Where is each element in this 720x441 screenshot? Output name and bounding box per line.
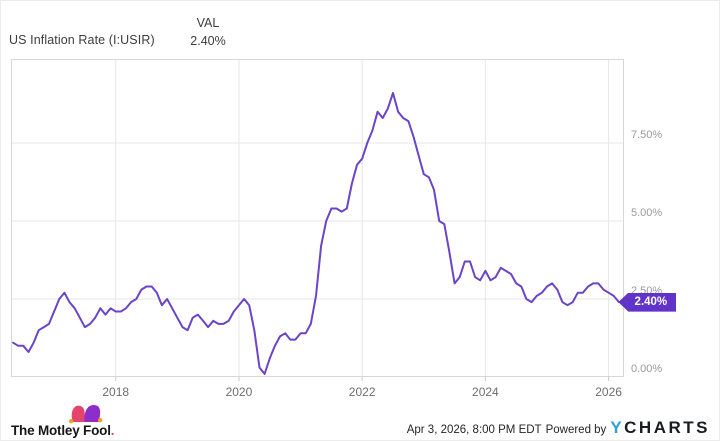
value-column-header: VAL xyxy=(196,16,220,30)
y-axis-label: 7.50% xyxy=(631,128,663,141)
plot-border xyxy=(11,59,624,377)
value-column: VAL 2.40% xyxy=(169,16,247,48)
x-axis-label: 2024 xyxy=(472,385,499,399)
timestamp: Apr 3, 2026, 8:00 PM EDT xyxy=(406,424,542,436)
inflation-series-line xyxy=(12,92,620,375)
ycharts-logo: YCHARTS xyxy=(610,418,710,437)
x-axis-label: 2026 xyxy=(595,385,622,399)
attribution: Apr 3, 2026, 8:00 PM EDT Powered by YCHA… xyxy=(407,418,710,438)
chart-title: US Inflation Rate (I:USIR) xyxy=(9,33,155,47)
powered-by-label: Powered by xyxy=(545,424,607,436)
motley-fool-logo: The Motley Fool. xyxy=(9,400,129,440)
current-value-text: 2.40% xyxy=(190,34,226,48)
inflation-line-chart xyxy=(11,59,624,381)
x-axis-label: 2022 xyxy=(348,385,376,399)
motley-fool-wordmark: The Motley Fool. xyxy=(11,423,115,438)
jester-hat-icon xyxy=(69,405,103,424)
y-axis-label: 5.00% xyxy=(631,206,663,219)
current-value-badge: 2.40% xyxy=(618,292,677,312)
y-axis-label: 0.00% xyxy=(631,363,663,375)
x-axis-label: 2020 xyxy=(225,385,253,399)
x-axis-label: 2018 xyxy=(102,385,130,399)
